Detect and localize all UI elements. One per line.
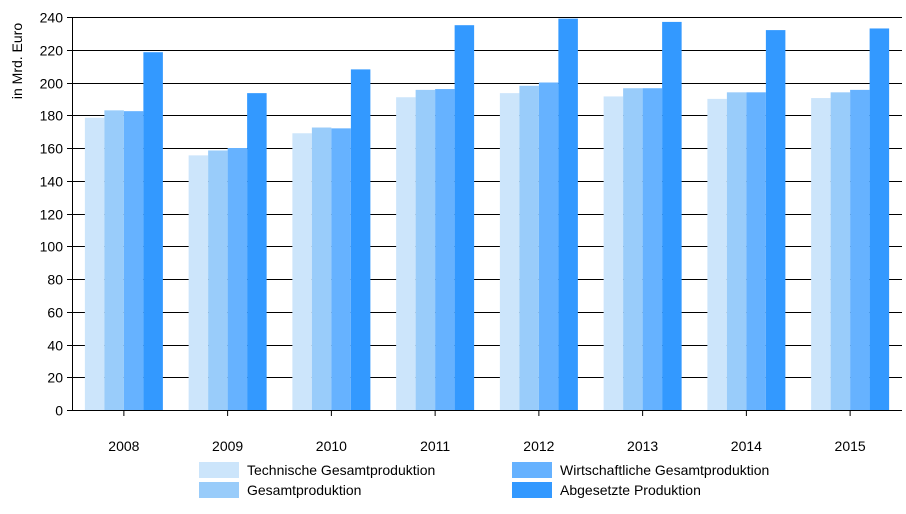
bar <box>765 30 786 410</box>
bar <box>499 93 520 410</box>
bar <box>726 92 747 410</box>
y-tick-label: 180 <box>40 108 64 124</box>
bar <box>104 110 124 410</box>
x-tick-label: 2010 <box>316 438 347 454</box>
bar <box>188 155 209 410</box>
bar <box>850 89 870 411</box>
bar <box>311 127 332 410</box>
bar <box>84 117 105 411</box>
bar <box>227 148 248 410</box>
bar <box>662 21 682 410</box>
bar <box>123 111 144 410</box>
x-tick-label: 2013 <box>627 438 658 454</box>
bar <box>247 93 267 410</box>
y-tick-label: 20 <box>47 370 63 386</box>
x-tick-label: 2011 <box>420 438 450 454</box>
legend-swatch <box>199 482 239 498</box>
x-tick-label: 2014 <box>731 438 762 454</box>
y-tick-label: 80 <box>47 272 63 288</box>
bar <box>603 96 624 411</box>
y-tick-label: 220 <box>40 43 64 59</box>
bar <box>435 89 455 411</box>
bar <box>538 82 559 410</box>
bar <box>746 92 766 410</box>
legend-label: Technische Gesamtproduktion <box>247 462 435 478</box>
legend: Technische Gesamtproduktion Gesamtprodukt… <box>199 462 769 498</box>
y-tick-label: 100 <box>40 239 64 255</box>
y-tick-labels: 0 20 40 60 80 100 120 140 160 180 200 220 240 <box>40 10 64 419</box>
bar <box>830 92 851 410</box>
y-tick-label: 0 <box>55 403 63 419</box>
bar <box>811 98 831 410</box>
bar <box>415 89 436 411</box>
x-tick-label: 2012 <box>523 438 554 454</box>
legend-swatch <box>199 462 239 478</box>
y-tick-label: 200 <box>40 76 64 92</box>
bar <box>143 52 163 411</box>
legend-swatch <box>512 462 552 478</box>
x-tick-label: 2015 <box>835 438 866 454</box>
legend-swatch <box>512 482 552 498</box>
bar <box>642 88 663 410</box>
bar <box>707 98 727 411</box>
x-tick-labels: 2008 2009 2010 2011 2012 2013 2014 2015 <box>108 438 866 454</box>
legend-label: Wirtschaftliche Gesamtproduktion <box>560 462 769 478</box>
y-tick-label: 240 <box>40 10 64 26</box>
y-tick-label: 120 <box>40 207 64 223</box>
y-axis-title: in Mrd. Euro <box>9 23 25 99</box>
bar <box>623 88 643 410</box>
y-tick-label: 60 <box>47 305 63 321</box>
y-tick-label: 140 <box>40 174 64 190</box>
bar <box>331 128 351 410</box>
x-tick-label: 2008 <box>108 438 139 454</box>
bar <box>396 97 416 411</box>
bar <box>869 28 890 411</box>
bar <box>454 25 475 410</box>
axes <box>67 17 902 416</box>
x-tick-label: 2009 <box>212 438 243 454</box>
y-tick-label: 160 <box>40 141 64 157</box>
bar <box>558 18 578 410</box>
y-tick-label: 40 <box>47 338 63 354</box>
bar <box>519 85 539 410</box>
legend-label: Abgesetzte Produktion <box>560 482 701 498</box>
legend-label: Gesamtproduktion <box>247 482 361 498</box>
bar <box>350 69 371 411</box>
bars <box>84 18 890 411</box>
bar <box>292 133 312 410</box>
bar <box>208 150 228 410</box>
